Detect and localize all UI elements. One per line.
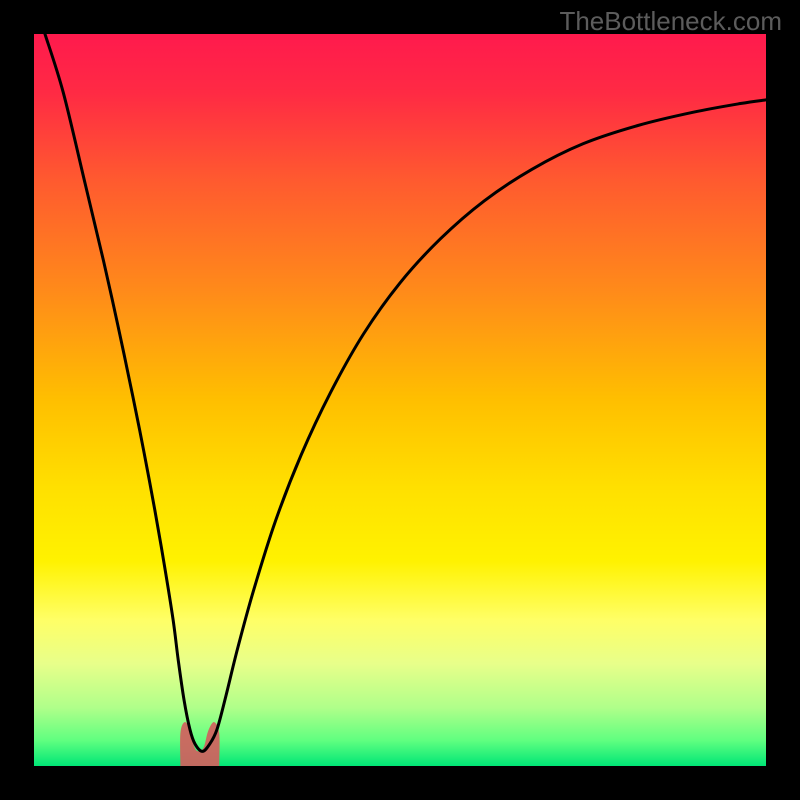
chart-stage: TheBottleneck.com bbox=[0, 0, 800, 800]
plot-area bbox=[34, 34, 766, 766]
curve-main bbox=[45, 34, 766, 751]
watermark-text: TheBottleneck.com bbox=[559, 6, 782, 37]
curve-bottom-bump bbox=[180, 722, 220, 766]
curve-layer bbox=[34, 34, 766, 766]
